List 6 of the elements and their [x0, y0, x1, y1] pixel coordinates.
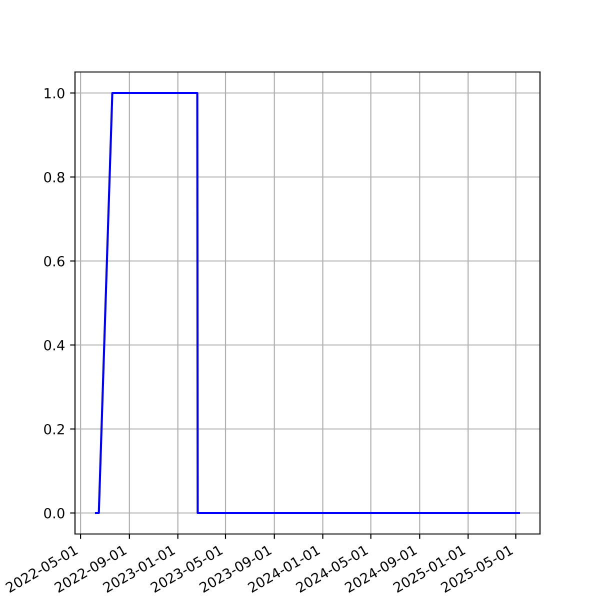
y-tick-label: 0.2	[44, 424, 64, 434]
y-tick-label: 1.0	[44, 88, 64, 98]
y-tick-label: 0.8	[44, 172, 64, 182]
y-tick-label: 0.6	[44, 256, 64, 266]
y-tick-label: 0.0	[44, 508, 64, 518]
y-tick-label: 0.4	[44, 340, 64, 350]
